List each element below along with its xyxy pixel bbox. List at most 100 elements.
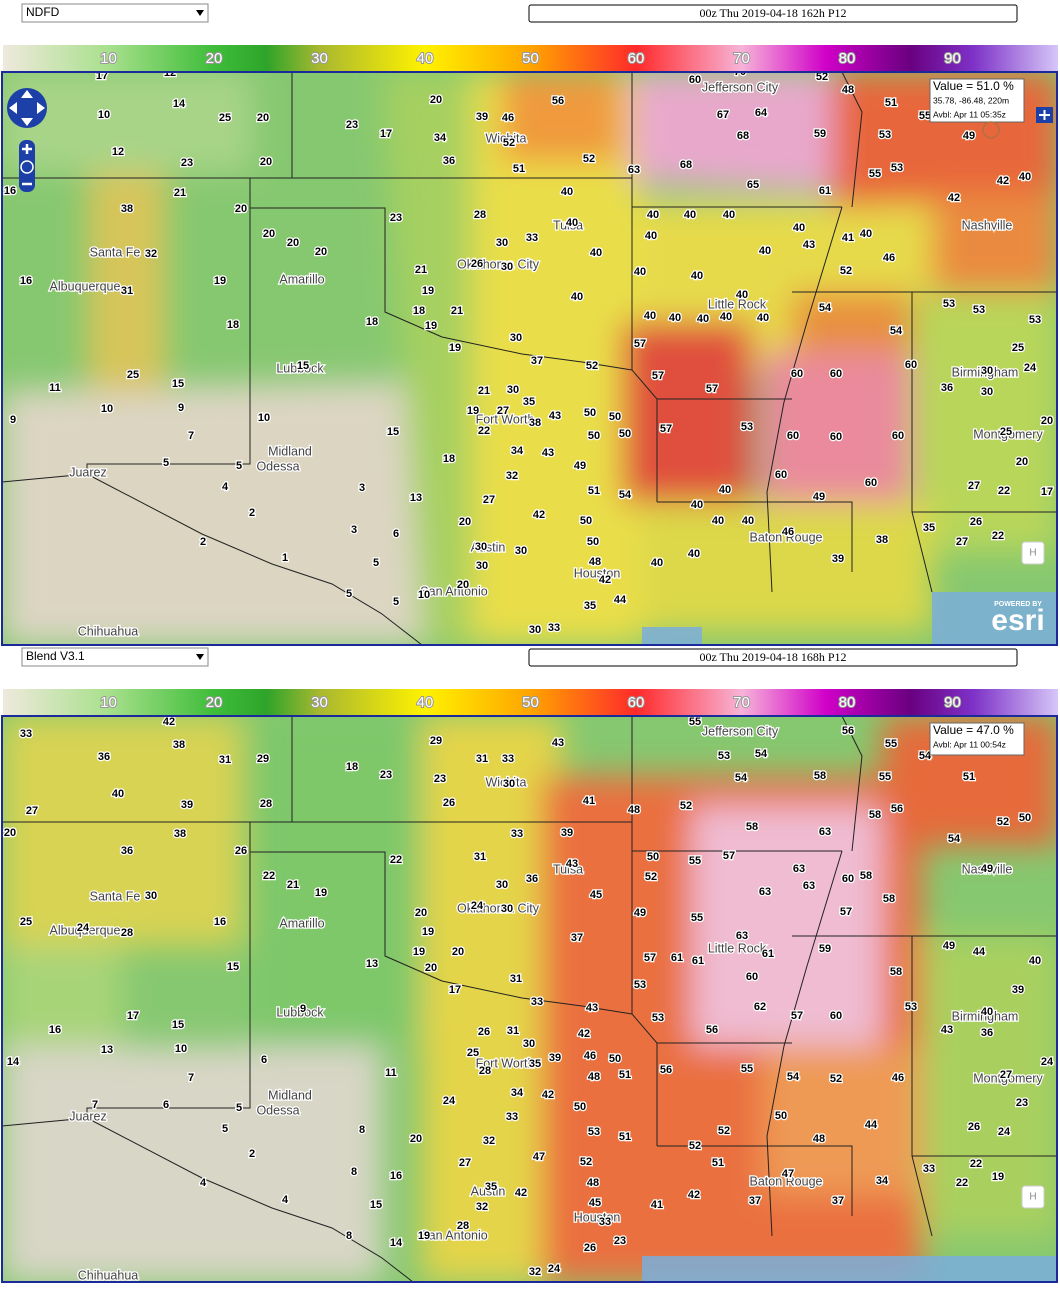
point-value: 19 <box>422 926 434 938</box>
attribution-logo: esri <box>991 604 1044 637</box>
point-value: 40 <box>723 209 735 221</box>
point-value: 42 <box>599 574 611 586</box>
city-label: Jefferson City <box>702 724 779 738</box>
point-value: 37 <box>749 1195 761 1207</box>
point-value: 1 <box>282 552 288 564</box>
model-dropdown[interactable] <box>21 3 209 23</box>
point-value: 53 <box>634 979 646 991</box>
point-value: 39 <box>1012 984 1024 996</box>
point-value: 53 <box>891 162 903 174</box>
home-button[interactable] <box>1021 1185 1045 1209</box>
point-value: 49 <box>963 130 975 142</box>
point-value: 44 <box>973 946 986 958</box>
point-value: 46 <box>782 526 794 538</box>
point-value: 5 <box>236 460 242 472</box>
point-value: 50 <box>609 1053 621 1065</box>
point-value: 40 <box>669 312 681 324</box>
city-label: Tulsa <box>553 862 583 876</box>
state-border <box>657 1145 853 1216</box>
colorbar-label: 40 <box>417 694 434 711</box>
point-value: 58 <box>860 870 872 882</box>
point-value: 9 <box>178 402 184 414</box>
point-value: 48 <box>587 1177 599 1189</box>
point-value: 30 <box>523 1038 535 1050</box>
point-value: 52 <box>840 265 852 277</box>
point-value: 53 <box>1029 314 1041 326</box>
point-value: 60 <box>791 368 803 380</box>
point-value: 20 <box>315 246 327 258</box>
point-value: 43 <box>542 447 554 459</box>
city-label: Houston <box>574 1210 621 1224</box>
state-border <box>86 1117 414 1282</box>
point-value: 50 <box>584 407 596 419</box>
city-label: San Antonio <box>420 584 487 598</box>
point-value: 4 <box>222 481 229 493</box>
point-value: 36 <box>98 751 110 763</box>
point-value: 54 <box>755 748 768 760</box>
point-value: 39 <box>561 827 573 839</box>
point-value: 24 <box>443 1095 456 1107</box>
colorbar-label: 90 <box>944 50 961 67</box>
point-value: 30 <box>503 778 515 790</box>
shade-area <box>912 292 1057 552</box>
colorbar-label: 80 <box>839 694 856 711</box>
point-value: 40 <box>645 230 657 242</box>
home-button[interactable] <box>1021 541 1045 565</box>
point-value: 55 <box>869 168 881 180</box>
colorbar-label: 30 <box>311 694 328 711</box>
colorbar-label: 60 <box>628 694 645 711</box>
point-value: 32 <box>506 470 518 482</box>
point-value: 24 <box>998 1126 1011 1138</box>
point-value: 20 <box>457 579 469 591</box>
point-value: 35 <box>584 600 596 612</box>
state-border <box>86 473 423 645</box>
point-value: 56 <box>891 803 903 815</box>
point-value: 42 <box>997 175 1009 187</box>
zoom-bar[interactable] <box>19 140 35 192</box>
point-value: 36 <box>981 1027 993 1039</box>
expand-plus <box>1039 110 1050 120</box>
point-value: 40 <box>691 499 703 511</box>
shade-area <box>762 1046 922 1196</box>
point-value: 46 <box>502 112 514 124</box>
point-value: 60 <box>865 477 877 489</box>
state-border <box>841 72 863 208</box>
point-value: 58 <box>869 809 881 821</box>
point-value: 61 <box>692 955 704 967</box>
point-value: 55 <box>741 1063 753 1075</box>
point-value: 13 <box>101 1044 113 1056</box>
point-value: 10 <box>258 412 270 424</box>
popup-available: Avbl: Apr 11 00:54z <box>933 739 1006 749</box>
point-value: 6 <box>393 528 399 540</box>
shade-area <box>2 380 432 645</box>
city-label: Albuquerque <box>50 279 121 293</box>
point-value: 19 <box>413 946 425 958</box>
shade-area <box>932 192 1057 292</box>
map: Jefferson City Wichita Tulsa Nashville Santa… <box>2 716 1057 1282</box>
point-value: 30 <box>510 332 522 344</box>
city-label: Amarillo <box>279 916 324 930</box>
point-value: 2 <box>200 536 206 548</box>
point-value: 51 <box>885 97 897 109</box>
point-value: 40 <box>634 266 646 278</box>
model-dropdown[interactable] <box>21 647 209 667</box>
point-value: 46 <box>883 252 895 264</box>
city-label: Nashville <box>962 862 1013 876</box>
point-value: 40 <box>566 217 578 229</box>
point-value: 15 <box>172 1019 184 1031</box>
point-value: 52 <box>680 800 692 812</box>
point-value: 35 <box>923 522 935 534</box>
city-label: Odessa <box>256 459 299 473</box>
point-value: 16 <box>390 1170 402 1182</box>
point-value: 53 <box>741 421 753 433</box>
city-label: Chihuahua <box>78 624 139 638</box>
pan-control[interactable] <box>7 88 47 128</box>
point-value: 15 <box>297 360 309 372</box>
shade-area <box>252 716 422 1046</box>
colorbar-label: 70 <box>733 50 750 67</box>
point-value: 18 <box>346 761 358 773</box>
point-value: 5 <box>236 1102 242 1114</box>
point-value: 56 <box>552 95 564 107</box>
point-value: 40 <box>793 222 805 234</box>
point-value: 24 <box>471 900 484 912</box>
